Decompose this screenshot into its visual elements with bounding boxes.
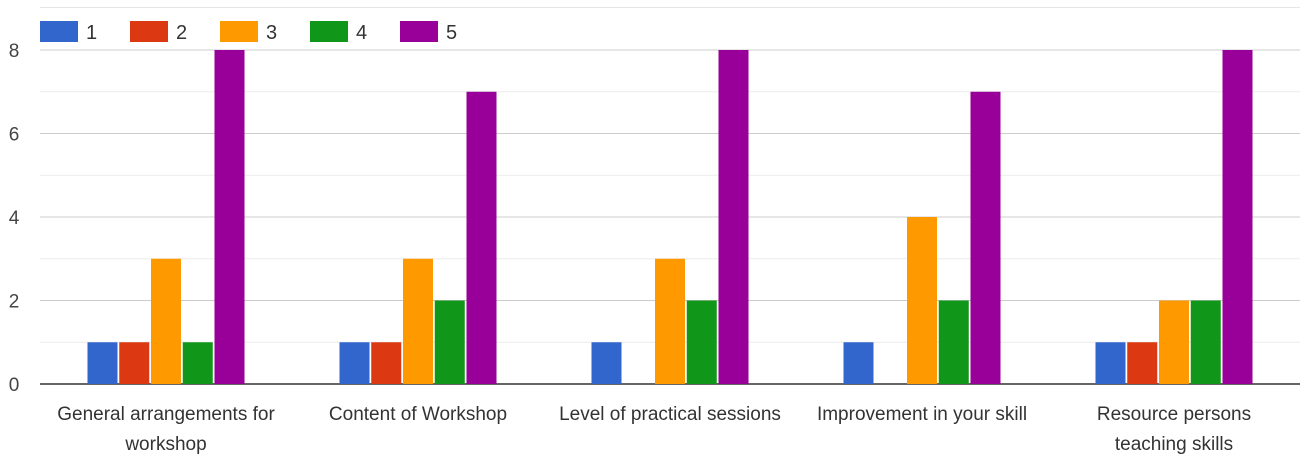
bar-series-4 [938,300,969,384]
bar-series-3 [1159,300,1189,384]
legend-swatch-1 [40,21,78,42]
bar-series-5 [970,91,1001,384]
legend: 1 2 3 4 5 [40,21,457,44]
bar-series-1 [87,342,118,384]
legend-swatch-5 [400,21,438,42]
bar-series-2 [1127,342,1158,384]
bar-series-3 [403,258,433,384]
y-tick-label: 6 [9,125,20,146]
bar-series-4 [434,300,465,384]
bar-series-1 [339,342,370,384]
legend-swatch-2 [130,21,168,42]
bar-series-5 [718,50,749,384]
bar-series-3 [151,258,181,384]
bar-series-2 [119,342,150,384]
bar-series-5 [466,91,497,384]
bar-series-4 [1190,300,1221,384]
bar-series-5 [1222,50,1253,384]
y-tick-label: 8 [9,41,20,62]
y-tick-label: 4 [9,208,20,229]
x-category-label: Level of practical sessions [559,404,781,425]
bar-series-2 [371,342,402,384]
legend-label-3: 3 [266,22,277,44]
bar-series-3 [655,258,685,384]
y-tick-label: 0 [9,375,20,396]
legend-label-1: 1 [86,22,97,44]
bar-series-1 [1095,342,1126,384]
bar-series-5 [214,50,245,384]
legend-label-2: 2 [176,22,187,44]
x-category-label: Improvement in your skill [817,404,1027,425]
bar-series-4 [182,342,213,384]
legend-label-5: 5 [446,22,457,44]
bar-series-1 [843,342,874,384]
y-tick-label: 2 [9,292,20,313]
bar-series-4 [686,300,717,384]
legend-swatch-3 [220,21,258,42]
y-axis: 0 2 4 6 8 [9,41,20,396]
x-category-label: General arrangements for workshop [57,404,275,455]
x-category-label: Resource persons teaching skills [1097,404,1251,455]
legend-swatch-4 [310,21,348,42]
bar-series-1 [591,342,622,384]
legend-label-4: 4 [356,22,367,44]
x-category-label: Content of Workshop [329,404,507,425]
bar-series-3 [907,217,937,384]
x-axis: General arrangements for workshop Content … [57,404,1251,455]
bars [87,50,1253,384]
